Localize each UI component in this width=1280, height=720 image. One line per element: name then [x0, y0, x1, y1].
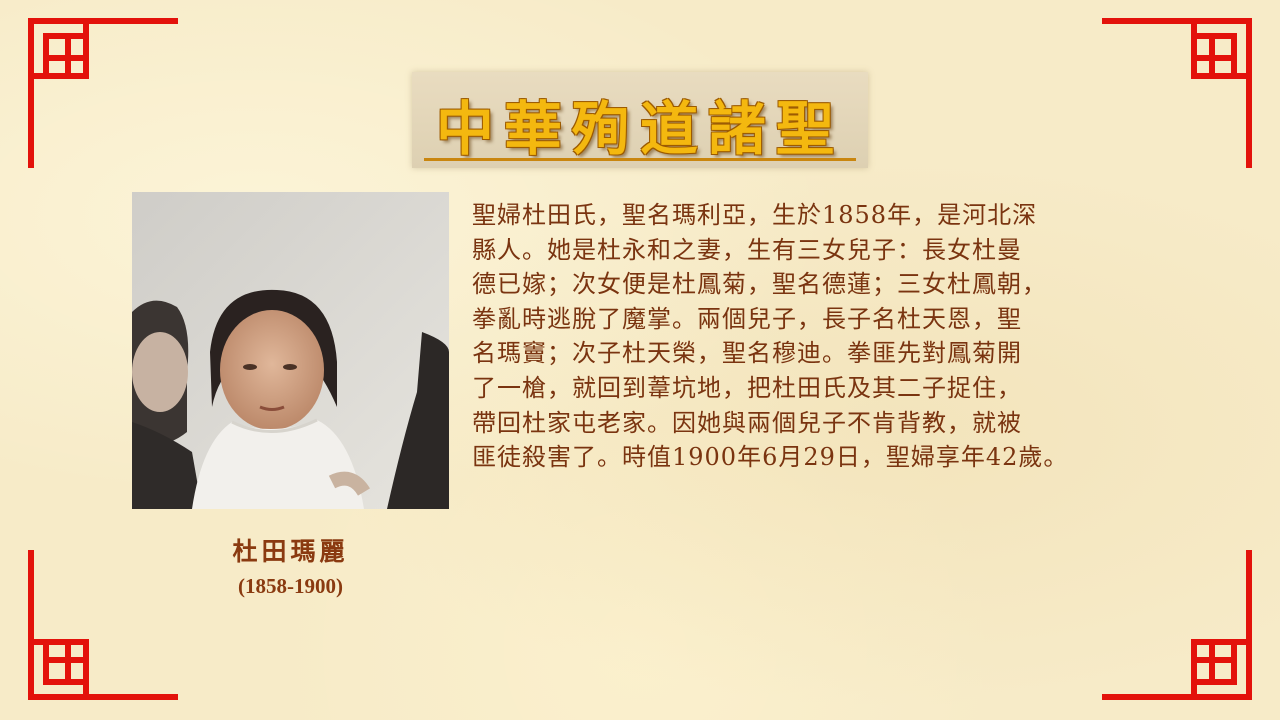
portrait-painting [132, 192, 449, 509]
biography-line: 縣人。她是杜永和之妻，生有三女兒子：長女杜曼 [472, 235, 1022, 264]
biography-line: 了一槍，就回到葦坑地，把杜田氏及其二子捉住， [472, 373, 1022, 402]
corner-ornament-top-right [1102, 18, 1252, 168]
title-banner: 中華殉道諸聖 [412, 72, 868, 168]
corner-ornament-bottom-left [28, 550, 178, 700]
biography-line: 聖婦杜田氏，聖名瑪利亞，生於1858年，是河北深 [472, 201, 1038, 229]
saint-portrait [132, 192, 449, 509]
biography-text: 聖婦杜田氏，聖名瑪利亞，生於1858年，是河北深 縣人。她是杜永和之妻，生有三女… [472, 198, 1212, 475]
biography-line: 拳亂時逃脫了魔掌。兩個兒子，長子名杜天恩，聖 [472, 304, 1022, 333]
corner-ornament-top-left [28, 18, 178, 168]
fret-pattern-icon [1102, 550, 1252, 700]
biography-line: 德已嫁；次女便是杜鳳菊，聖名德蓮；三女杜鳳朝， [472, 270, 1047, 299]
biography-line: 匪徒殺害了。時值1900年6月29日，聖婦享年42歲。 [472, 443, 1069, 472]
saint-name: 杜田瑪麗 [232, 537, 349, 566]
title-underline [424, 158, 856, 161]
corner-ornament-bottom-right [1102, 550, 1252, 700]
fret-pattern-icon [1102, 18, 1252, 168]
biography-line: 帶回杜家屯老家。因她與兩個兒子不肯背教，就被 [472, 408, 1022, 437]
biography-line: 名瑪竇；次子杜天榮，聖名穆迪。拳匪先對鳳菊開 [472, 339, 1022, 368]
saint-dates: (1858-1900) [238, 574, 343, 598]
fret-pattern-icon [28, 550, 178, 700]
fret-pattern-icon [28, 18, 178, 168]
page-title: 中華殉道諸聖 [435, 95, 844, 163]
